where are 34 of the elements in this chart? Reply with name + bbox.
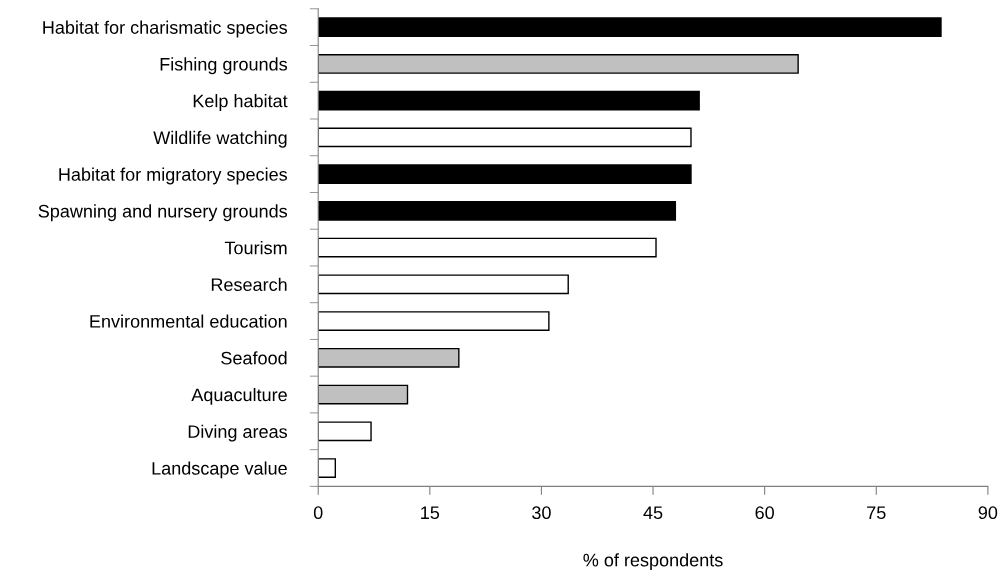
- bar: [318, 90, 700, 111]
- y-tick-label: Fishing grounds: [160, 57, 288, 75]
- bar: [318, 347, 460, 368]
- x-tick-label: 45: [643, 506, 663, 520]
- y-tick-label: Diving areas: [188, 424, 288, 442]
- bar: [318, 54, 799, 74]
- bar: [318, 127, 692, 148]
- y-tick-label: Landscape value: [152, 461, 287, 479]
- x-axis-title: % of respondents: [583, 553, 723, 571]
- y-tick-label: Aquaculture: [191, 387, 287, 405]
- x-tick-label: 75: [867, 506, 886, 520]
- bar: [318, 164, 692, 184]
- bar: [318, 458, 337, 478]
- y-tick-label: Habitat for charismatic species: [43, 20, 288, 38]
- y-tick-label: Tourism: [224, 241, 287, 255]
- bar: [318, 17, 942, 38]
- bar: [318, 311, 550, 331]
- x-tick-label: 90: [978, 506, 998, 520]
- bar: [318, 384, 409, 405]
- x-tick-label: 30: [532, 506, 551, 520]
- y-tick-label: Habitat for migratory species: [59, 167, 288, 185]
- y-tick-label: Kelp habitat: [193, 94, 288, 111]
- bar: [318, 421, 372, 442]
- y-tick-label: Research: [211, 277, 287, 292]
- bar: [318, 237, 657, 258]
- x-tick-label: 60: [755, 506, 774, 520]
- bar: [318, 200, 677, 221]
- y-tick-label: Spawning and nursery grounds: [38, 204, 288, 222]
- bar: [318, 274, 569, 295]
- x-tick-label: 15: [421, 506, 440, 520]
- y-tick-label: Seafood: [221, 351, 287, 365]
- y-tick-label: Wildlife watching: [153, 130, 287, 148]
- x-tick-label: 0: [313, 506, 323, 520]
- y-tick-label: Environmental education: [90, 314, 287, 328]
